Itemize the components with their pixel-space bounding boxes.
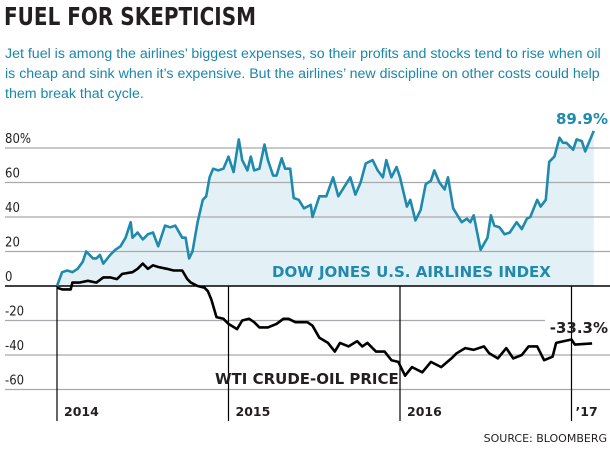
- end-label-oil: -33.3%: [550, 319, 608, 337]
- chart-title: FUEL FOR SKEPTICISM: [4, 2, 257, 31]
- y-tick-label: -40: [5, 339, 24, 354]
- source-note: SOURCE: BLOOMBERG: [484, 432, 607, 445]
- y-tick-label: 80%: [5, 132, 31, 147]
- y-tick-label: 60: [5, 167, 20, 182]
- oil-price-line: [56, 262, 593, 378]
- airlines-index-line: [55, 130, 595, 287]
- y-tick-label: 0: [5, 270, 12, 285]
- y-tick-label: 40: [5, 201, 20, 216]
- y-tick-label: -60: [5, 374, 24, 389]
- series-label-airlines: DOW JONES U.S. AIRLINES INDEX: [272, 263, 551, 281]
- x-tick-label: 2014: [64, 404, 99, 419]
- airlines-area-fill: [57, 130, 594, 286]
- x-tick-label: 2016: [407, 404, 442, 419]
- x-tick-label: ’17: [576, 404, 598, 419]
- end-label-airlines: 89.9%: [556, 110, 608, 128]
- x-tick-label: 2015: [236, 404, 271, 419]
- series-label-oil: WTI CRUDE-OIL PRICE: [215, 370, 399, 388]
- y-tick-label: 20: [5, 236, 20, 251]
- y-tick-label: -20: [5, 305, 24, 320]
- chart-subtitle: Jet fuel is among the airlines’ biggest …: [5, 46, 601, 102]
